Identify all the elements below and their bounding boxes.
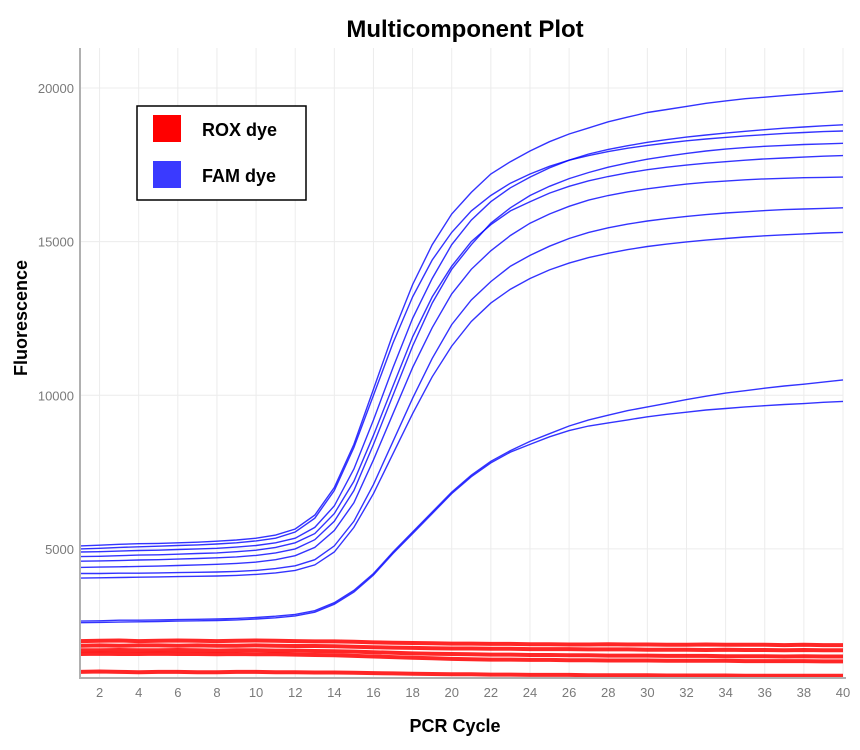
x-tick-label: 16 xyxy=(366,685,380,700)
fam-series-line xyxy=(79,231,844,579)
x-tick-label: 22 xyxy=(484,685,498,700)
x-tick-label: 30 xyxy=(640,685,654,700)
x-tick-label: 28 xyxy=(601,685,615,700)
x-tick-label: 6 xyxy=(174,685,181,700)
x-tick-label: 36 xyxy=(758,685,772,700)
fam-series-line xyxy=(79,124,844,553)
legend-label-fam: FAM dye xyxy=(202,166,276,186)
rox-series-line xyxy=(79,643,843,653)
x-axis-label: PCR Cycle xyxy=(409,716,500,736)
y-tick-labels: 5000 10000 15000 20000 xyxy=(38,81,74,557)
y-tick-label: 5000 xyxy=(45,542,74,557)
fam-series-line xyxy=(79,130,844,550)
legend-swatch-fam xyxy=(153,161,181,188)
x-tick-labels: 2 4 6 8 10 12 14 16 18 20 22 24 26 28 30 32 34 36 38 40 xyxy=(96,685,850,700)
rox-series-line xyxy=(80,647,843,659)
x-tick-label: 4 xyxy=(135,685,142,700)
fam-series-line xyxy=(79,142,844,562)
rox-series-line xyxy=(79,638,843,648)
x-tick-label: 40 xyxy=(836,685,850,700)
x-tick-label: 32 xyxy=(679,685,693,700)
x-tick-label: 18 xyxy=(405,685,419,700)
x-tick-label: 10 xyxy=(249,685,263,700)
legend-label-rox: ROX dye xyxy=(202,120,277,140)
x-tick-label: 2 xyxy=(96,685,103,700)
x-tick-label: 24 xyxy=(523,685,537,700)
x-tick-label: 26 xyxy=(562,685,576,700)
x-tick-label: 14 xyxy=(327,685,341,700)
chart-title: Multicomponent Plot xyxy=(346,16,583,43)
fam-series-line xyxy=(79,154,844,558)
fam-series-line xyxy=(80,207,844,575)
rox-series-line xyxy=(79,651,843,664)
legend-swatch-rox xyxy=(153,115,181,142)
x-tick-label: 34 xyxy=(718,685,732,700)
data-lines xyxy=(79,90,844,678)
fam-series-line xyxy=(79,176,844,569)
x-tick-label: 38 xyxy=(797,685,811,700)
x-tick-label: 20 xyxy=(444,685,458,700)
fam-series-line xyxy=(79,400,844,624)
fam-series-line xyxy=(79,379,844,622)
y-tick-label: 20000 xyxy=(38,81,74,96)
x-tick-label: 8 xyxy=(213,685,220,700)
legend: ROX dye FAM dye xyxy=(136,105,307,201)
x-tick-label: 12 xyxy=(288,685,302,700)
fam-series-line xyxy=(79,90,844,547)
y-axis-label: Fluorescence xyxy=(11,260,31,376)
rox-series-line xyxy=(79,669,843,678)
y-tick-label: 10000 xyxy=(38,388,74,403)
y-tick-label: 15000 xyxy=(38,235,74,250)
